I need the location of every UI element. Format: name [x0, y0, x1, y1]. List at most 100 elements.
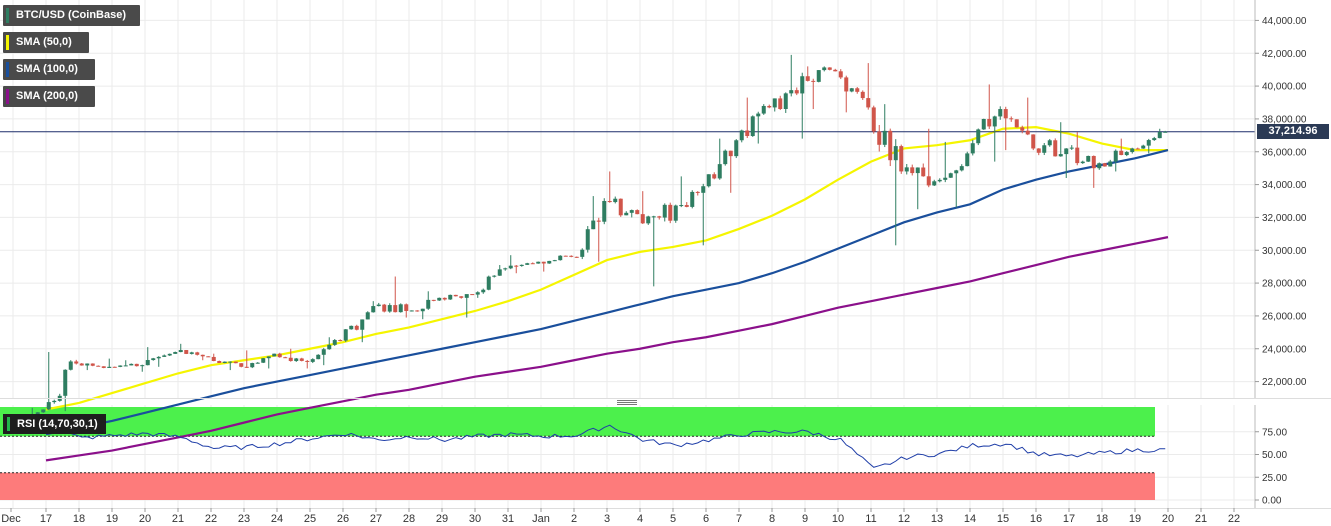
date-tick-label: 23 [238, 513, 250, 525]
legend-sma200[interactable]: SMA (200,0) [3, 86, 95, 107]
candle-body [756, 113, 761, 117]
legend-sma100[interactable]: SMA (100,0) [3, 59, 95, 80]
date-tick-label: 16 [1030, 513, 1042, 525]
candle-body [525, 263, 530, 265]
candle-body [178, 350, 183, 353]
candle-body [844, 77, 849, 92]
candle-body [767, 105, 772, 108]
legend-rsi[interactable]: RSI (14,70,30,1) [3, 414, 106, 434]
candle-body [79, 363, 84, 366]
legend-swatch [6, 8, 9, 23]
candle-body [673, 205, 678, 221]
date-tick-label: 11 [865, 513, 876, 525]
candle-body [327, 344, 332, 350]
candle-body [288, 357, 293, 362]
candle-body [888, 130, 893, 161]
date-tick-label: 17 [40, 513, 52, 525]
candle-body [129, 363, 134, 366]
rsi-tick-label: 75.00 [1262, 427, 1287, 438]
candle-body [745, 130, 750, 137]
legend-sma50[interactable]: SMA (50,0) [3, 32, 89, 53]
candle-body [1069, 147, 1074, 149]
candle-body [1108, 161, 1113, 167]
candle-body [761, 105, 766, 114]
candle-body [464, 294, 469, 298]
date-tick-label: Jan [532, 513, 550, 525]
candle-body [448, 294, 453, 300]
last-price-tag: 37,214.96 [1257, 124, 1329, 140]
candlesticks [13, 54, 1168, 426]
candle-body [701, 186, 706, 193]
candle-body [613, 198, 618, 203]
date-tick-label: 22 [205, 513, 217, 525]
candle-body [1075, 147, 1080, 164]
pane-resize-handle[interactable] [617, 400, 637, 406]
candle-body [800, 76, 805, 94]
candle-body [717, 164, 722, 179]
date-tick-label: 5 [670, 513, 676, 525]
candle-body [954, 170, 959, 174]
candle-body [404, 304, 409, 311]
candle-body [1135, 148, 1140, 150]
candle-body [899, 146, 904, 172]
legend-btcusd[interactable]: BTC/USD (CoinBase) [3, 5, 140, 26]
candle-body [283, 357, 288, 359]
candle-body [250, 363, 255, 368]
candle-body [426, 299, 431, 309]
date-tick-label: 29 [436, 513, 448, 525]
candle-body [189, 352, 194, 354]
candle-body [321, 349, 326, 355]
price-tick-label: 28,000.00 [1262, 279, 1307, 290]
candle-body [503, 268, 508, 270]
candle-body [871, 107, 876, 132]
legend-swatch [7, 417, 10, 431]
candle-body [437, 297, 442, 301]
candle-body [910, 167, 915, 174]
candle-body [904, 167, 909, 172]
candle-body [679, 205, 684, 207]
rsi-overbought-zone [0, 407, 1155, 437]
candle-body [299, 358, 304, 361]
time-axis-ticks: Dec 17 18 19 20 21 22 23 24 25 26 27 28 29 30 31 Jan 2 3 4 5… [1, 508, 1240, 525]
candle-body [255, 362, 260, 364]
candle-body [1097, 163, 1102, 169]
price-tick-label: 32,000.00 [1262, 213, 1307, 224]
candle-body [937, 179, 942, 182]
candle-body [442, 297, 447, 300]
candle-body [90, 363, 95, 366]
candle-body [1113, 150, 1118, 162]
candle-body [734, 140, 739, 157]
candle-body [668, 204, 673, 221]
candle-body [371, 306, 376, 313]
candle-body [635, 210, 640, 215]
candle-body [52, 400, 57, 403]
legend-label: RSI (14,70,30,1) [17, 418, 98, 430]
sma-line [45, 126, 1168, 411]
date-tick-label: 14 [964, 513, 976, 525]
candle-body [569, 255, 574, 257]
candle-body [68, 361, 73, 370]
candle-body [200, 354, 205, 357]
date-tick-label: 30 [469, 513, 481, 525]
candle-body [46, 402, 51, 410]
candle-body [723, 150, 728, 165]
candle-body [365, 312, 370, 320]
candle-body [228, 361, 233, 363]
candle-body [233, 361, 238, 364]
candle-body [662, 204, 667, 218]
candle-body [882, 130, 887, 145]
candle-body [651, 216, 656, 218]
candle-body [684, 205, 689, 207]
legend-swatch [6, 35, 9, 50]
price-tick-label: 22,000.00 [1262, 377, 1307, 388]
candle-body [1124, 152, 1129, 156]
candle-body [602, 201, 607, 222]
legend-swatch [6, 89, 9, 104]
candle-body [541, 261, 546, 264]
date-tick-label: 26 [337, 513, 349, 525]
candle-body [657, 216, 662, 218]
candle-body [266, 356, 271, 359]
candle-body [1146, 140, 1151, 146]
price-tick-label: 44,000.00 [1262, 16, 1307, 27]
